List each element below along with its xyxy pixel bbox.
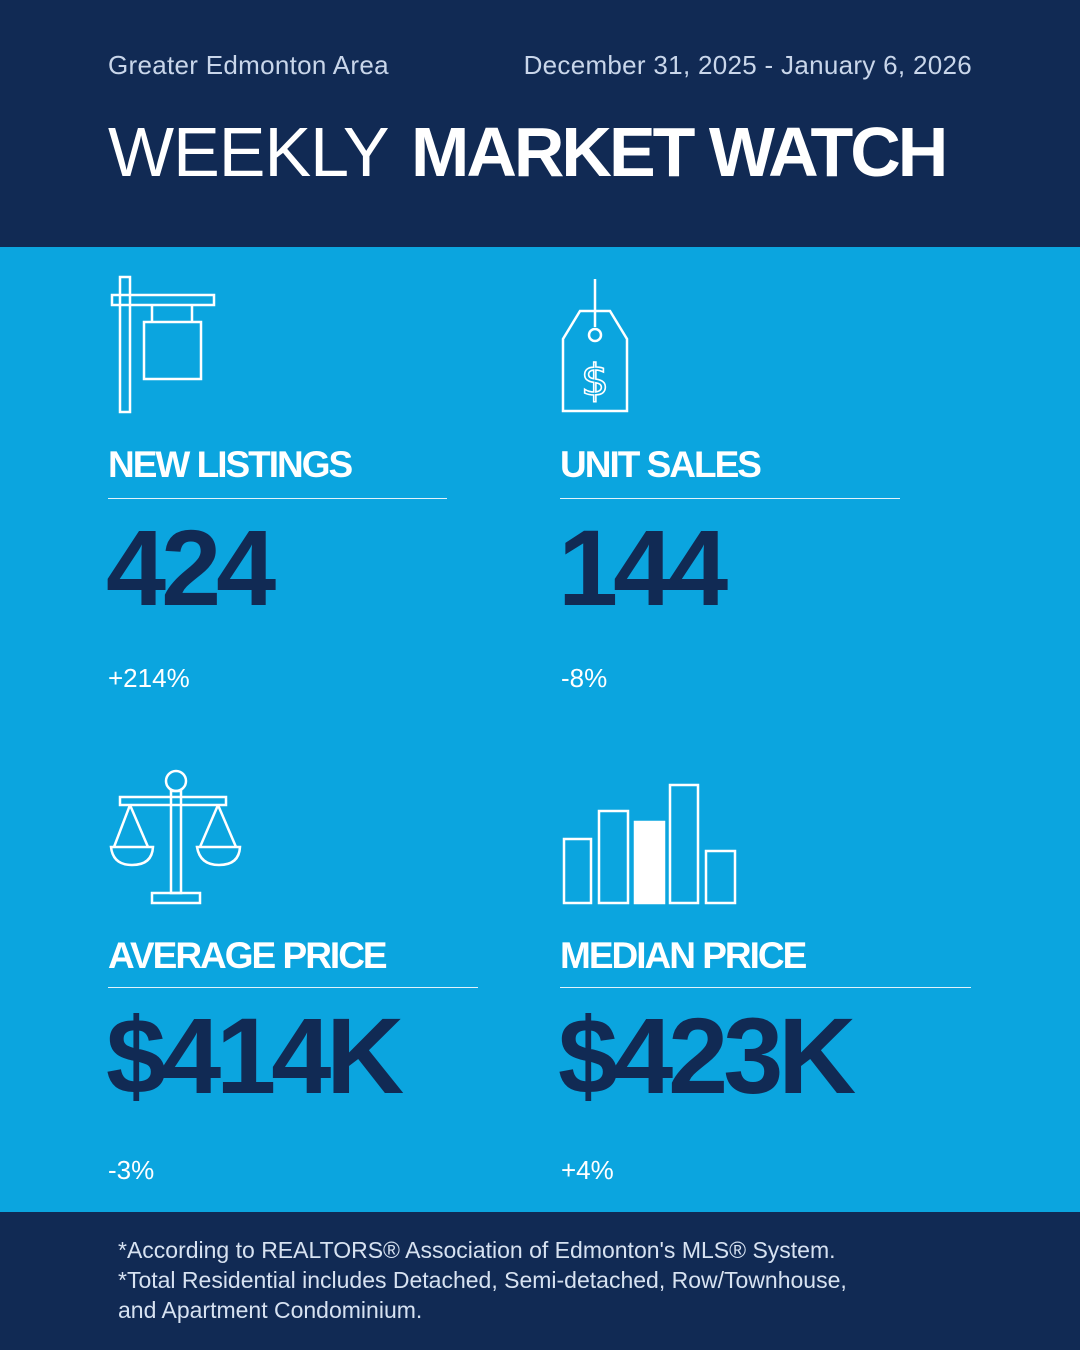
- average-price-label: AVERAGE PRICE: [108, 935, 388, 976]
- stats-panel: NEW LISTINGS 424 +214% $ UNIT SALES 144 …: [0, 247, 1080, 1212]
- region-label: Greater Edmonton Area: [108, 50, 389, 80]
- median-price-value: $423K: [558, 995, 856, 1116]
- unit-sales-label: UNIT SALES: [560, 444, 762, 485]
- unit-sales-divider: [560, 498, 900, 499]
- header: Greater Edmonton Area December 31, 2025 …: [0, 0, 1080, 247]
- svg-text:$: $: [581, 355, 609, 406]
- average-price-value: $414K: [106, 995, 404, 1116]
- footer-note-residential: *Total Residential includes Detached, Se…: [118, 1267, 847, 1293]
- average-price-divider: [108, 987, 478, 988]
- footer-notes: *According to REALTORS® Association of E…: [118, 1235, 1018, 1325]
- footer: *According to REALTORS® Association of E…: [0, 1212, 1080, 1350]
- footer-note-residential-cont: and Apartment Condominium.: [118, 1297, 423, 1323]
- title-light: WEEKLY: [108, 113, 390, 191]
- average-price-change: -3%: [108, 1155, 155, 1185]
- unit-sales-change: -8%: [561, 663, 608, 693]
- title-bold: MARKET WATCH: [411, 113, 948, 191]
- median-price-divider: [560, 987, 971, 988]
- new-listings-change: +214%: [108, 663, 190, 693]
- price-tag-icon: $: [560, 277, 630, 420]
- new-listings-label: NEW LISTINGS: [108, 444, 353, 485]
- new-listings-divider: [108, 498, 447, 499]
- page-title: WEEKLY MARKET WATCH: [108, 112, 948, 192]
- bar-chart-icon: [560, 781, 740, 912]
- median-price-label: MEDIAN PRICE: [560, 935, 807, 976]
- for-sale-sign-icon: [108, 275, 218, 420]
- new-listings-value: 424: [106, 507, 276, 628]
- date-range: December 31, 2025 - January 6, 2026: [523, 50, 972, 80]
- unit-sales-value: 144: [558, 507, 728, 628]
- median-price-change: +4%: [561, 1155, 614, 1185]
- footer-note-source: *According to REALTORS® Association of E…: [118, 1237, 836, 1263]
- balance-scale-icon: [108, 767, 244, 912]
